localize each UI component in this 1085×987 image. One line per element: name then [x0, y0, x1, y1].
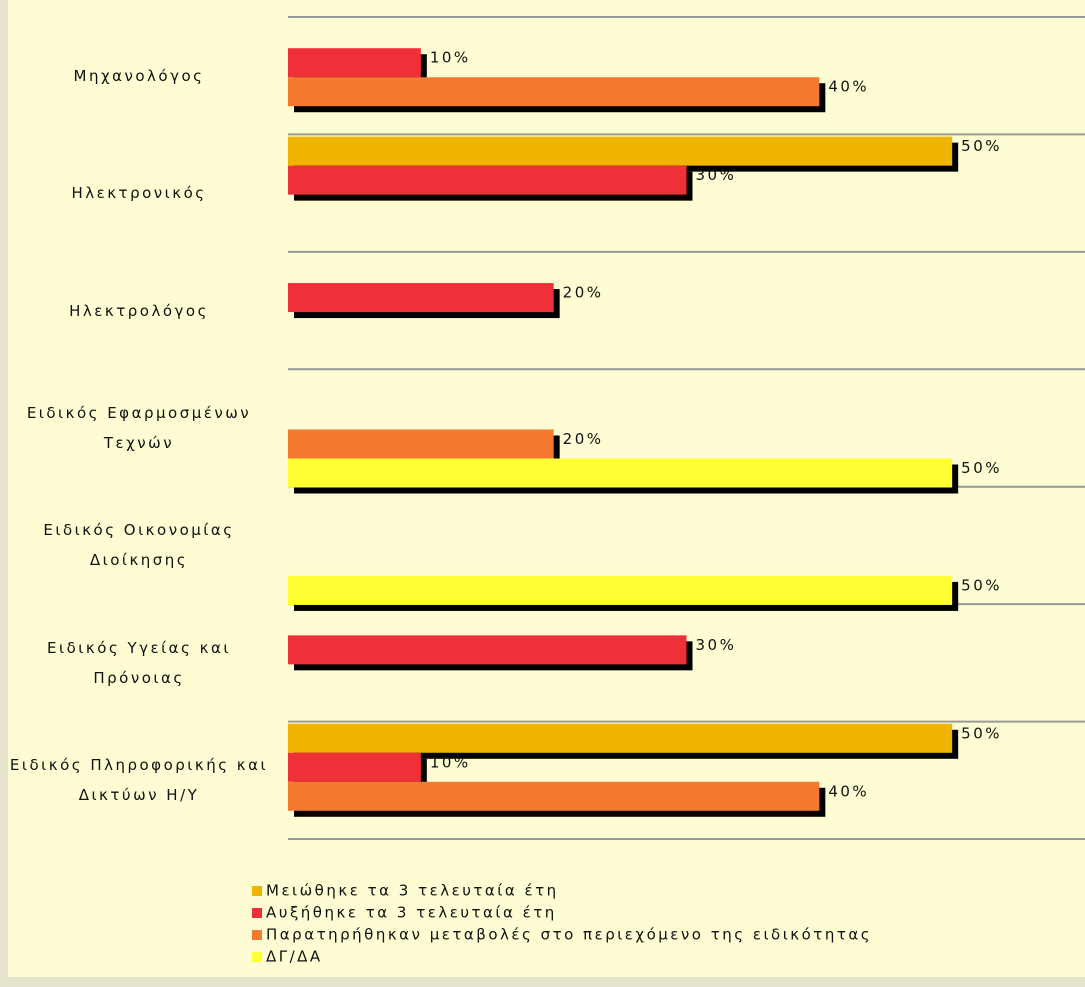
legend-label: ΔΓ/ΔΑ — [266, 948, 323, 966]
data-label: 40% — [828, 782, 869, 800]
bar — [288, 575, 953, 605]
legend-swatch — [252, 952, 262, 962]
category-label: Ηλεκτρονικός — [71, 184, 207, 203]
legend-label: Αυξήθηκε τα 3 τελευταία έτη — [266, 904, 557, 922]
legend-swatch — [252, 908, 262, 918]
legend-label: Μειώθηκε τα 3 τελευταία έτη — [266, 882, 559, 900]
bar — [288, 752, 421, 782]
category-label: Ηλεκτρολόγος — [69, 301, 209, 320]
category-label: Ειδικός Υγείας και Πρόνοιας — [47, 638, 231, 687]
category-label: Ειδικός Πληροφορικής και Δικτύων Η/Υ — [9, 756, 269, 805]
bar — [288, 48, 421, 78]
bar — [288, 458, 953, 488]
data-label: 10% — [430, 49, 471, 67]
bar — [288, 781, 820, 811]
bar — [288, 136, 953, 166]
data-label: 20% — [563, 284, 604, 302]
data-label: 30% — [696, 636, 737, 654]
legend-label: Παρατηρήθηκαν μεταβολές στο περιεχόμενο … — [266, 926, 872, 944]
legend-swatch — [252, 886, 262, 896]
data-label: 50% — [961, 137, 1002, 155]
data-label: 20% — [563, 430, 604, 448]
category-label: Ειδικός Οικονομίας Διοίκησης — [43, 521, 235, 570]
bar — [288, 165, 687, 195]
data-label: 30% — [696, 166, 737, 184]
bar — [288, 723, 953, 753]
bar — [288, 635, 687, 665]
data-label: 40% — [828, 78, 869, 96]
bar — [288, 77, 820, 107]
category-label: Μηχανολόγος — [73, 66, 205, 85]
category-label: Ειδικός Εφαρμοσμένων Τεχνών — [26, 404, 252, 452]
legend-swatch — [252, 930, 262, 940]
data-label: 50% — [961, 724, 1002, 742]
data-label: 10% — [430, 753, 471, 771]
bar — [288, 283, 554, 313]
data-label: 50% — [961, 576, 1002, 594]
bar — [288, 429, 554, 459]
data-label: 50% — [961, 459, 1002, 477]
